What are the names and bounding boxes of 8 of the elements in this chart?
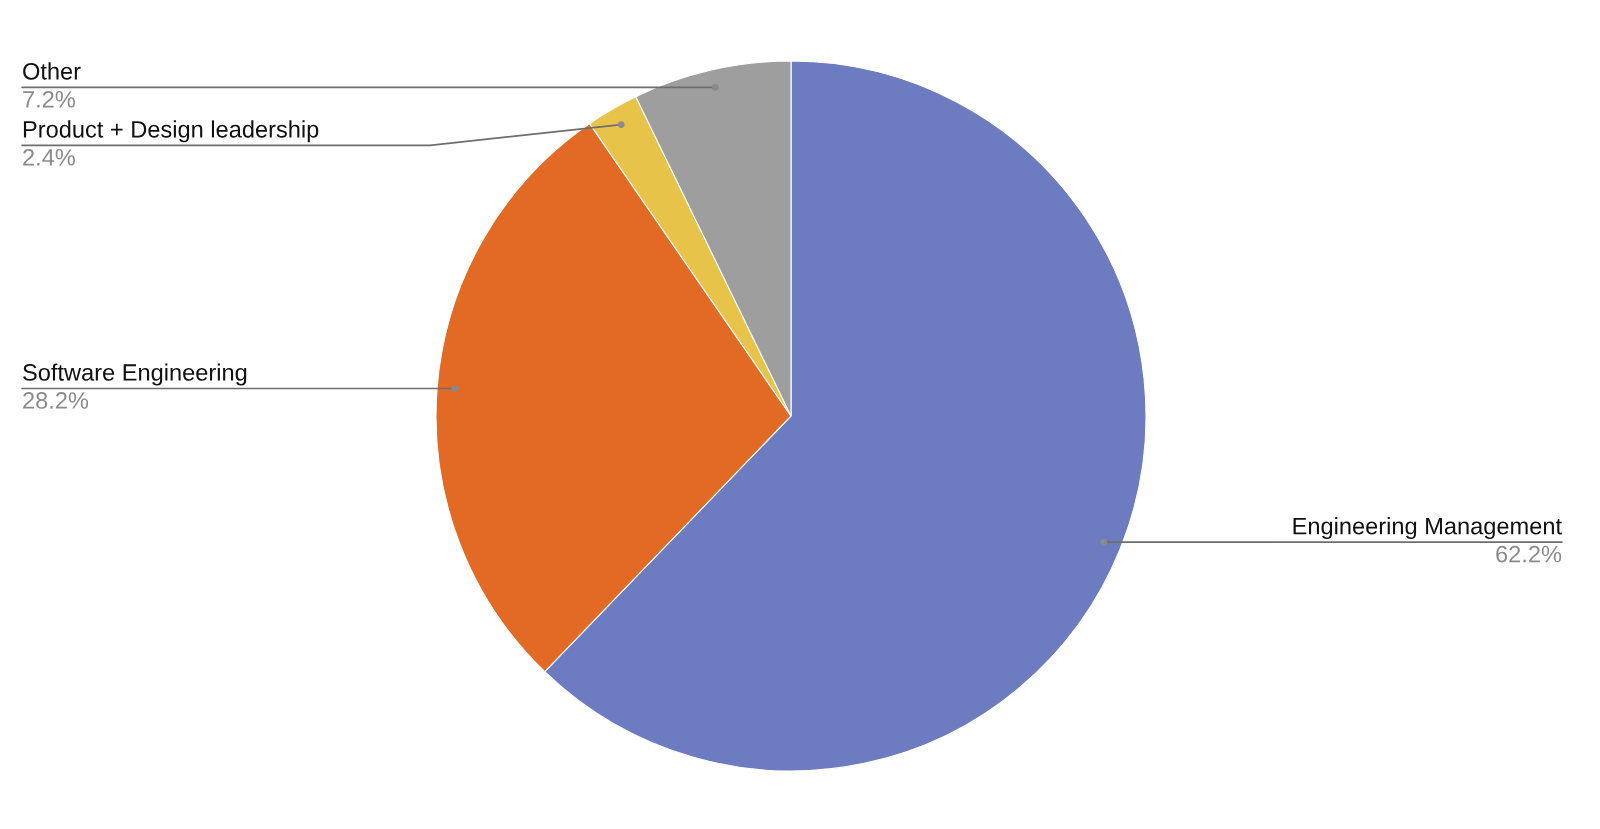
slice-label: Other <box>23 62 81 80</box>
data-label: 62.2% <box>1496 545 1562 563</box>
slice-label: Product + Design leadership <box>23 120 319 143</box>
slice-label: Software Engineering <box>23 363 247 386</box>
data-label: 7.2% <box>23 90 75 108</box>
slice-label: Engineering Management <box>1293 517 1562 540</box>
data-label: 2.4% <box>23 148 75 166</box>
data-label: 28.2% <box>23 392 89 409</box>
